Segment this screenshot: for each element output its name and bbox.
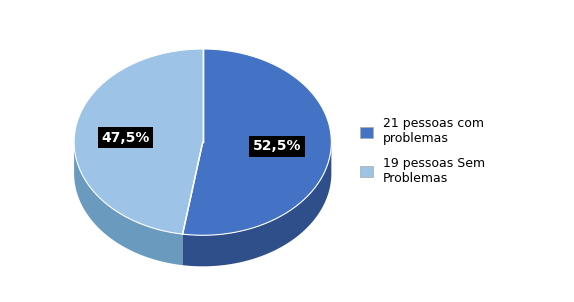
Text: 47,5%: 47,5% <box>102 131 150 145</box>
Legend: 21 pessoas com
problemas, 19 pessoas Sem
Problemas: 21 pessoas com problemas, 19 pessoas Sem… <box>355 112 490 190</box>
Polygon shape <box>74 49 203 234</box>
Polygon shape <box>74 143 183 265</box>
Text: 52,5%: 52,5% <box>253 139 301 153</box>
Polygon shape <box>183 49 331 235</box>
Polygon shape <box>183 143 331 266</box>
